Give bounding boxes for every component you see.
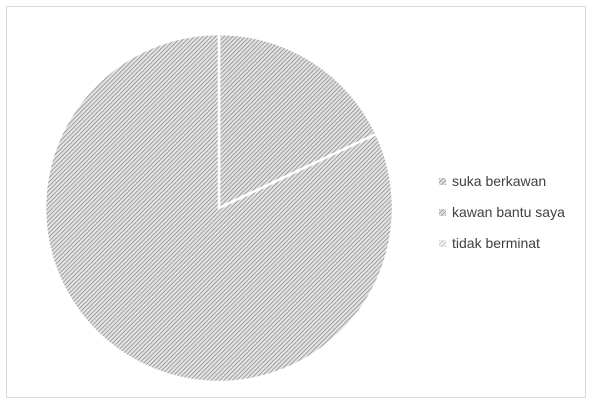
legend-swatch-icon (439, 208, 446, 216)
pie-chart (43, 32, 395, 384)
pie-slice-kawan-bantu-saya (43, 32, 395, 384)
legend-item: kawan bantu saya (439, 203, 565, 221)
legend-swatch-icon (439, 239, 446, 247)
legend-label: kawan bantu saya (452, 204, 565, 220)
chart-area: suka berkawan kawan bantu saya tidak ber… (6, 6, 586, 398)
legend-item: suka berkawan (439, 172, 565, 190)
chart-legend: suka berkawan kawan bantu saya tidak ber… (439, 172, 565, 265)
legend-label: suka berkawan (452, 173, 547, 189)
pie-slice-suka-berkawan (217, 32, 379, 210)
legend-label: tidak berminat (452, 235, 540, 251)
legend-item: tidak berminat (439, 234, 565, 252)
legend-swatch-icon (439, 177, 446, 185)
